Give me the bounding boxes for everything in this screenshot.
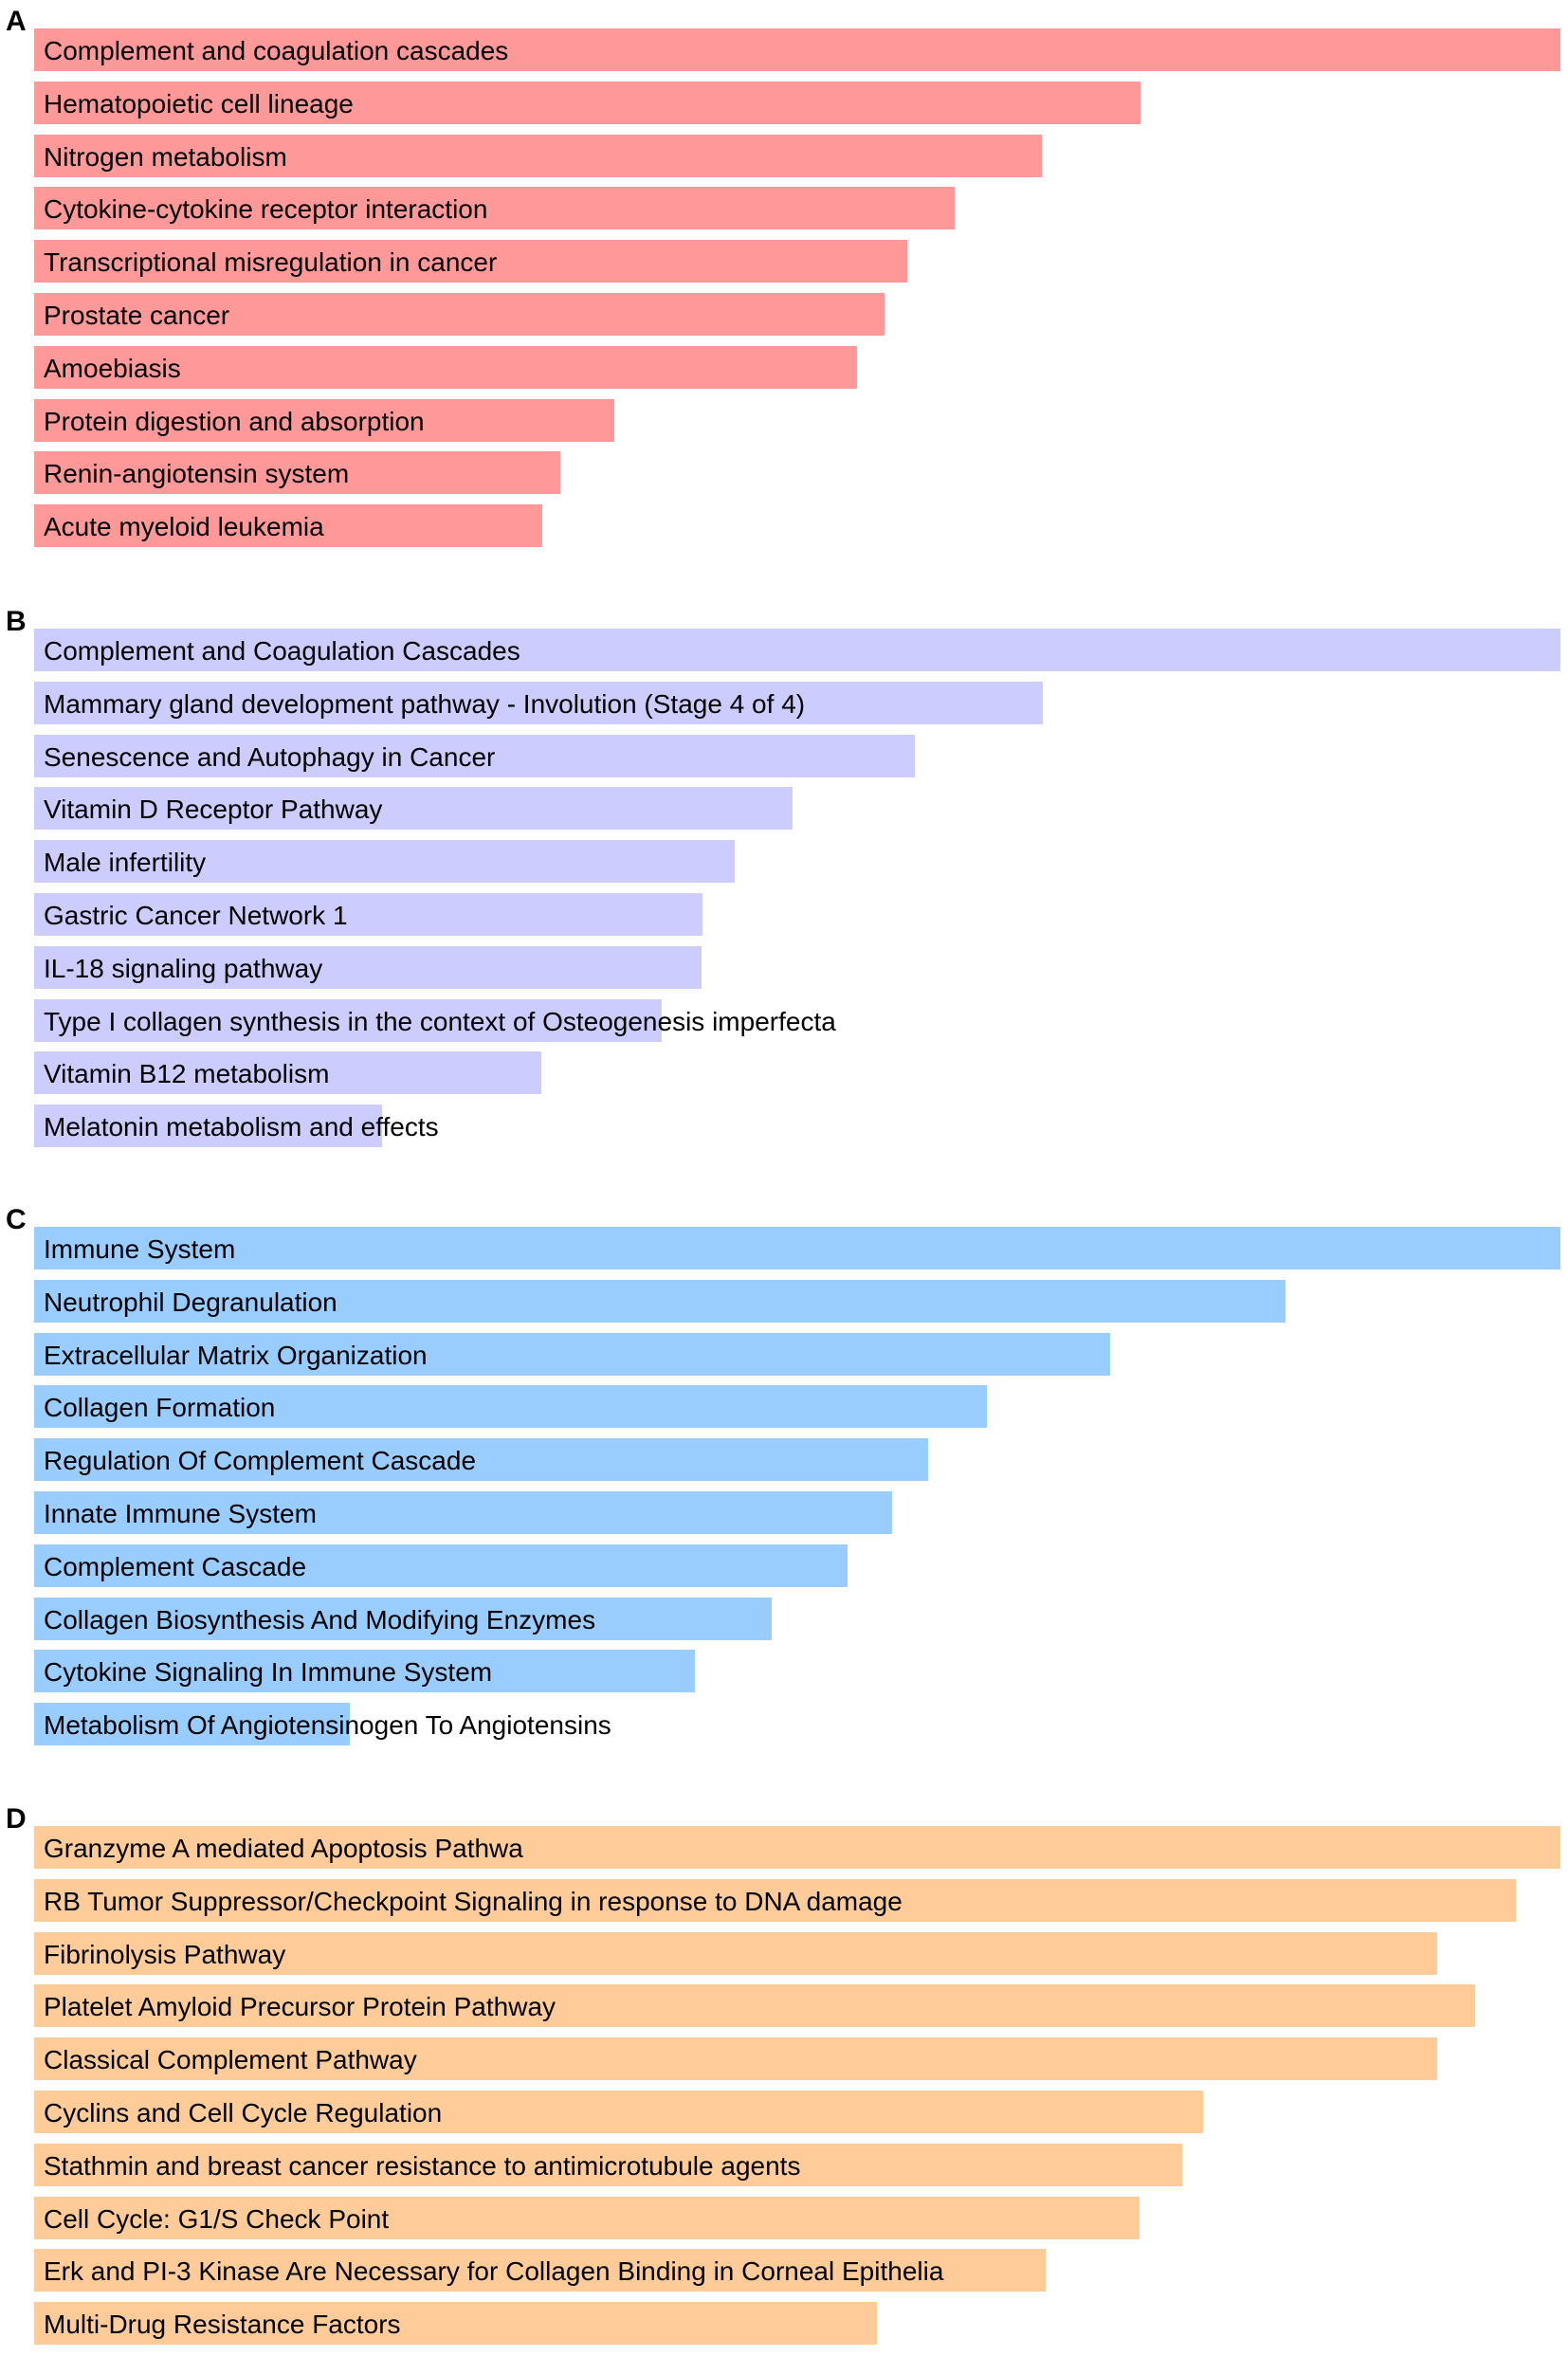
- bar-c-8: [34, 1598, 772, 1640]
- bar-b-1: [34, 629, 1560, 671]
- bar-label-c-7: Complement Cascade: [44, 1552, 307, 1581]
- bar-a-7: [34, 346, 857, 389]
- bar-b-4: [34, 787, 793, 830]
- bar-c-10: [34, 1703, 350, 1745]
- bar-d-4: [34, 1984, 1475, 2027]
- bar-d-5: [34, 2037, 1437, 2080]
- bar-a-6: [34, 293, 884, 336]
- bar-label-d-2: RB Tumor Suppressor/Checkpoint Signaling…: [44, 1887, 903, 1916]
- bar-a-4: [34, 187, 955, 229]
- bar-label-d-8: Cell Cycle: G1/S Check Point: [44, 2204, 390, 2234]
- bar-b-3: [34, 735, 915, 777]
- panel-letter-d: D: [6, 1803, 27, 1835]
- bar-d-6: [34, 2091, 1203, 2133]
- bar-label-d-10: Multi-Drug Resistance Factors: [44, 2310, 401, 2339]
- bar-c-4: [34, 1385, 987, 1428]
- bar-label-a-8: Protein digestion and absorption: [44, 407, 425, 436]
- bar-label-c-6: Innate Immune System: [44, 1499, 317, 1528]
- bar-label-b-6: Gastric Cancer Network 1: [44, 901, 348, 930]
- bar-d-8: [34, 2197, 1140, 2239]
- bar-label-a-5: Transcriptional misregulation in cancer: [44, 247, 498, 277]
- bar-label-a-10: Acute myeloid leukemia: [44, 512, 324, 541]
- bar-label-c-9: Cytokine Signaling In Immune System: [44, 1657, 493, 1687]
- bar-c-5: [34, 1438, 928, 1481]
- panel-letter-c: C: [6, 1204, 27, 1235]
- bar-label-d-4: Platelet Amyloid Precursor Protein Pathw…: [44, 1992, 556, 2021]
- bar-b-8: [34, 999, 662, 1042]
- bar-label-c-8: Collagen Biosynthesis And Modifying Enzy…: [44, 1605, 596, 1635]
- bar-label-b-5: Male infertility: [44, 848, 207, 877]
- bar-a-5: [34, 240, 907, 283]
- bar-label-d-3: Fibrinolysis Pathway: [44, 1940, 286, 1969]
- bar-b-5: [34, 840, 735, 883]
- bar-label-d-9: Erk and PI-3 Kinase Are Necessary for Co…: [44, 2256, 944, 2286]
- bar-c-2: [34, 1280, 1285, 1323]
- bar-d-10: [34, 2302, 877, 2345]
- bar-label-c-1: Immune System: [44, 1234, 236, 1264]
- bar-label-c-10: Metabolism Of Angiotensinogen To Angiote…: [44, 1710, 611, 1740]
- bar-label-d-7: Stathmin and breast cancer resistance to…: [44, 2151, 801, 2181]
- bar-label-b-9: Vitamin B12 metabolism: [44, 1059, 330, 1088]
- bar-label-b-1: Complement and Coagulation Cascades: [44, 636, 520, 666]
- bar-label-a-3: Nitrogen metabolism: [44, 142, 287, 172]
- bar-label-b-10: Melatonin metabolism and effects: [44, 1112, 439, 1141]
- bar-label-a-9: Renin-angiotensin system: [44, 459, 350, 488]
- bar-b-2: [34, 682, 1043, 724]
- bar-d-9: [34, 2249, 1046, 2292]
- bar-label-c-5: Regulation Of Complement Cascade: [44, 1446, 477, 1475]
- bar-label-a-7: Amoebiasis: [44, 354, 181, 383]
- bar-b-6: [34, 893, 702, 936]
- bar-c-3: [34, 1333, 1110, 1376]
- bar-d-1: [34, 1826, 1560, 1869]
- bar-a-9: [34, 451, 560, 494]
- bar-b-10: [34, 1105, 382, 1147]
- bar-a-2: [34, 82, 1140, 124]
- bar-a-1: [34, 28, 1560, 71]
- bar-a-3: [34, 135, 1042, 177]
- bar-label-d-1: Granzyme A mediated Apoptosis Pathwa: [44, 1834, 523, 1863]
- bar-d-7: [34, 2144, 1182, 2186]
- bar-c-9: [34, 1650, 695, 1692]
- bar-b-9: [34, 1051, 541, 1094]
- bar-label-c-4: Collagen Formation: [44, 1393, 276, 1422]
- bar-c-7: [34, 1544, 848, 1587]
- bar-label-d-5: Classical Complement Pathway: [44, 2045, 417, 2074]
- bar-label-b-2: Mammary gland development pathway - Invo…: [44, 689, 806, 719]
- bar-label-b-4: Vitamin D Receptor Pathway: [44, 794, 383, 824]
- bar-label-d-6: Cyclins and Cell Cycle Regulation: [44, 2098, 443, 2128]
- panel-letter-a: A: [6, 6, 27, 37]
- bar-label-a-4: Cytokine-cytokine receptor interaction: [44, 194, 488, 224]
- bar-label-b-8: Type I collagen synthesis in the context…: [44, 1007, 836, 1036]
- bar-a-8: [34, 399, 614, 442]
- bar-b-7: [34, 946, 702, 989]
- bar-label-a-1: Complement and coagulation cascades: [44, 36, 509, 65]
- bar-d-3: [34, 1932, 1437, 1975]
- panel-letter-b: B: [6, 606, 27, 637]
- bar-label-c-2: Neutrophil Degranulation: [44, 1288, 337, 1317]
- bar-label-b-3: Senescence and Autophagy in Cancer: [44, 742, 496, 772]
- bar-label-a-6: Prostate cancer: [44, 301, 230, 330]
- bar-label-c-3: Extracellular Matrix Organization: [44, 1341, 428, 1370]
- bar-d-2: [34, 1879, 1516, 1922]
- bar-label-a-2: Hematopoietic cell lineage: [44, 89, 354, 119]
- bar-a-10: [34, 504, 542, 547]
- bar-c-6: [34, 1491, 892, 1534]
- bar-label-b-7: IL-18 signaling pathway: [44, 954, 323, 983]
- bar-c-1: [34, 1227, 1560, 1269]
